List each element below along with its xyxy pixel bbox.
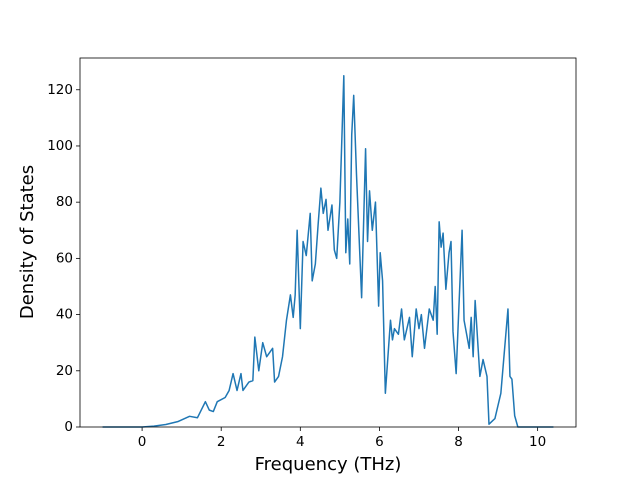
data-line [102, 74, 554, 428]
x-tick-label: 0 [138, 434, 147, 450]
plot-frame [79, 57, 577, 428]
y-tick-label: 20 [56, 363, 73, 379]
y-tick-label: 120 [47, 82, 73, 98]
x-tick-label: 6 [375, 434, 384, 450]
y-tick-label: 40 [56, 307, 73, 323]
x-axis-label: Frequency (THz) [255, 454, 402, 475]
x-tick-label: 4 [296, 434, 305, 450]
y-tick-label: 0 [64, 419, 73, 435]
y-axis-label: Density of States [17, 165, 38, 319]
y-tick-label: 80 [56, 194, 73, 210]
x-tick-label: 10 [529, 434, 546, 450]
x-tick-label: 8 [454, 434, 463, 450]
y-tick-label: 60 [56, 250, 73, 266]
x-tick-label: 2 [217, 434, 226, 450]
y-tick-label: 100 [47, 138, 73, 154]
